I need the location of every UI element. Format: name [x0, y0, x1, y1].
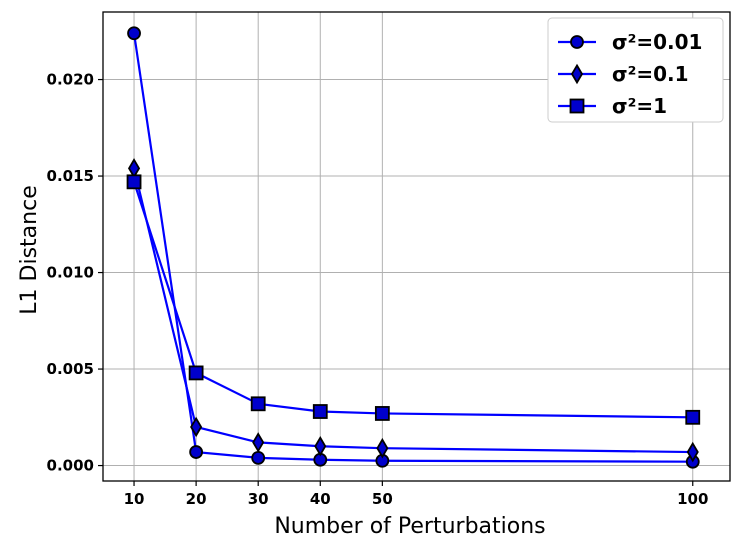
y-tick-label: 0.015: [47, 167, 94, 185]
x-tick-label: 40: [310, 490, 331, 508]
legend: σ²=0.01 σ²=0.1 σ²=1: [547, 17, 724, 123]
x-tick-label: 50: [372, 490, 393, 508]
data-point-circle: [251, 450, 266, 465]
series-line-square: [132, 181, 693, 419]
x-tick-label: 100: [677, 490, 708, 508]
data-point-square: [685, 409, 701, 425]
plot-frame: [102, 11, 731, 482]
x-tick-label: 30: [248, 490, 269, 508]
legend-label: σ²=0.01: [612, 30, 702, 54]
legend-label: σ²=1: [612, 94, 667, 118]
data-point-circle: [189, 445, 204, 459]
y-axis-title: L1 Distance: [17, 185, 42, 314]
data-point-square: [188, 365, 204, 381]
legend-marker-diamond: [570, 63, 584, 85]
series-markers: [126, 26, 701, 469]
legend-marker-square: [569, 98, 585, 114]
legend-box: [547, 17, 724, 123]
series-lines: [132, 33, 693, 463]
data-point-diamond: [252, 432, 265, 453]
y-tick-label: 0.010: [47, 264, 94, 282]
y-tick-label: 0.020: [47, 71, 94, 89]
data-point-diamond: [376, 437, 389, 459]
data-point-diamond: [190, 416, 203, 438]
data-point-square: [312, 404, 328, 419]
x-axis: 10 20 30 40 50 100: [124, 481, 708, 508]
data-point-square: [126, 174, 142, 190]
legend-marker-circle: [570, 35, 584, 49]
y-tick-label: 0.005: [47, 360, 94, 378]
legend-label: σ²=0.1: [612, 62, 689, 86]
data-point-diamond: [686, 441, 699, 463]
y-tick-label: 0.000: [47, 457, 94, 475]
data-point-square: [374, 406, 390, 421]
data-point-diamond: [314, 435, 327, 457]
data-point-circle: [127, 26, 141, 41]
data-point-square: [250, 396, 266, 412]
y-axis: 0.000 0.005 0.010 0.015 0.020: [47, 71, 103, 475]
x-tick-label: 20: [186, 490, 207, 508]
series-line-diamond: [132, 168, 693, 454]
x-tick-label: 10: [124, 490, 145, 508]
x-axis-title: Number of Perturbations: [274, 514, 545, 539]
